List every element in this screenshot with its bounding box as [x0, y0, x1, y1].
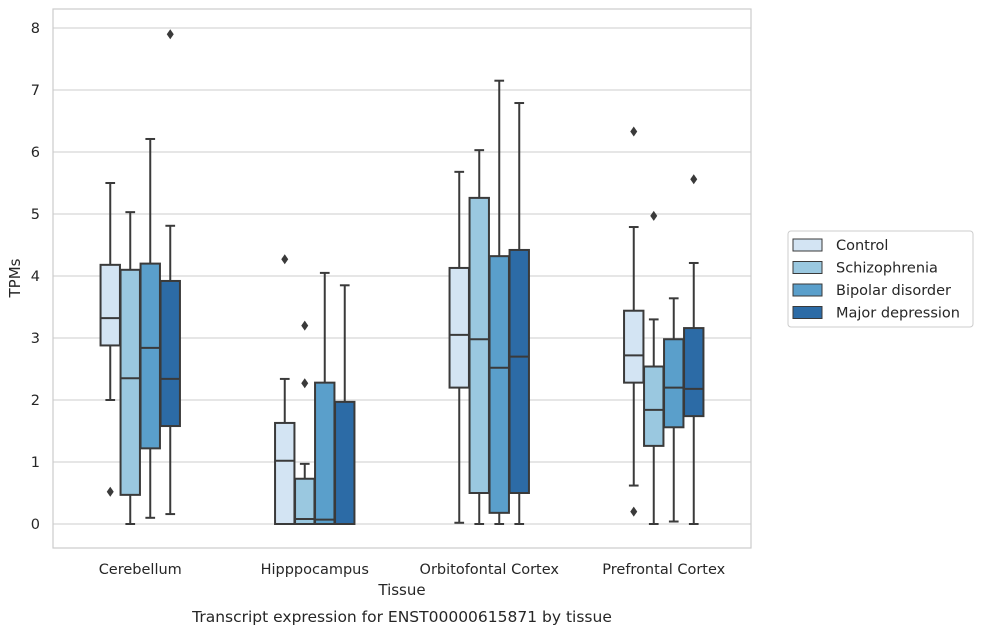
box-group — [159, 29, 181, 516]
box-iqr — [119, 268, 141, 496]
outlier-point — [301, 378, 309, 389]
box-iqr — [508, 248, 530, 494]
y-tick-label: 1 — [31, 455, 40, 471]
legend-label: Control — [836, 238, 888, 254]
box-iqr — [683, 327, 705, 418]
box-group — [139, 137, 161, 519]
outlier-point — [166, 29, 174, 40]
y-axis-label: TPMs — [6, 258, 24, 298]
box-group — [334, 284, 356, 525]
box-iqr — [623, 309, 645, 384]
box-iqr — [663, 338, 685, 429]
chart-caption: Transcript expression for ENST0000061587… — [191, 608, 612, 626]
box-group — [448, 170, 470, 524]
box-group — [274, 254, 296, 525]
legend-label: Schizophrenia — [836, 261, 938, 277]
x-tick-label: Hipppocampus — [261, 562, 369, 578]
legend-label: Major depression — [836, 306, 960, 322]
outlier-point — [106, 486, 114, 497]
y-tick-label: 7 — [31, 83, 40, 99]
outlier-point — [690, 174, 698, 185]
box-group — [119, 211, 141, 525]
x-tick-label: Orbitofontal Cortex — [420, 562, 560, 578]
y-tick-labels: 0 1 2 3 4 5 6 7 8 — [31, 21, 40, 533]
box-group — [294, 320, 316, 525]
x-tick-label: Cerebellum — [99, 562, 182, 578]
outlier-point — [650, 210, 658, 221]
outlier-point — [630, 126, 638, 137]
y-tick-label: 2 — [31, 393, 40, 409]
outlier-point — [281, 254, 289, 265]
box-iqr — [488, 255, 510, 514]
box-iqr — [294, 477, 316, 525]
box-group — [683, 174, 705, 525]
x-tick-label: Prefrontal Cortex — [602, 562, 725, 578]
box-iqr — [448, 266, 470, 389]
box-iqr — [159, 279, 181, 428]
box-group — [643, 210, 665, 525]
y-tick-label: 0 — [31, 517, 40, 533]
legend-swatch — [792, 306, 823, 319]
boxes-layer — [99, 29, 705, 526]
legend-swatch — [792, 283, 823, 297]
legend: Control Schizophrenia Bipolar disorder Majo… — [787, 230, 974, 328]
box-group — [99, 182, 121, 497]
box-iqr — [643, 365, 665, 447]
box-group — [488, 79, 510, 525]
box-iqr — [139, 262, 161, 450]
box-group — [623, 126, 645, 517]
box-iqr — [274, 421, 296, 525]
legend-frame — [787, 230, 974, 328]
x-axis-label: Tissue — [377, 581, 425, 599]
legend-label: Bipolar disorder — [836, 283, 951, 299]
box-iqr — [334, 400, 356, 525]
outlier-point — [630, 506, 638, 517]
box-group — [508, 102, 530, 525]
y-tick-label: 8 — [31, 21, 40, 37]
box-iqr — [468, 196, 490, 494]
y-tick-label: 6 — [31, 145, 40, 161]
plot-frame — [52, 8, 752, 549]
y-tick-label: 4 — [31, 269, 40, 285]
y-tick-label: 3 — [31, 331, 40, 347]
box-group — [468, 149, 490, 525]
x-tick-labels: Cerebellum Hipppocampus Orbitofontal Corte… — [99, 562, 726, 578]
box-group — [314, 271, 336, 526]
legend-swatch — [792, 238, 823, 252]
legend-swatch — [792, 261, 823, 274]
box-iqr — [314, 381, 336, 526]
y-tick-label: 5 — [31, 207, 40, 223]
box-group — [663, 297, 685, 523]
box-iqr — [99, 263, 121, 347]
outlier-point — [301, 320, 309, 331]
